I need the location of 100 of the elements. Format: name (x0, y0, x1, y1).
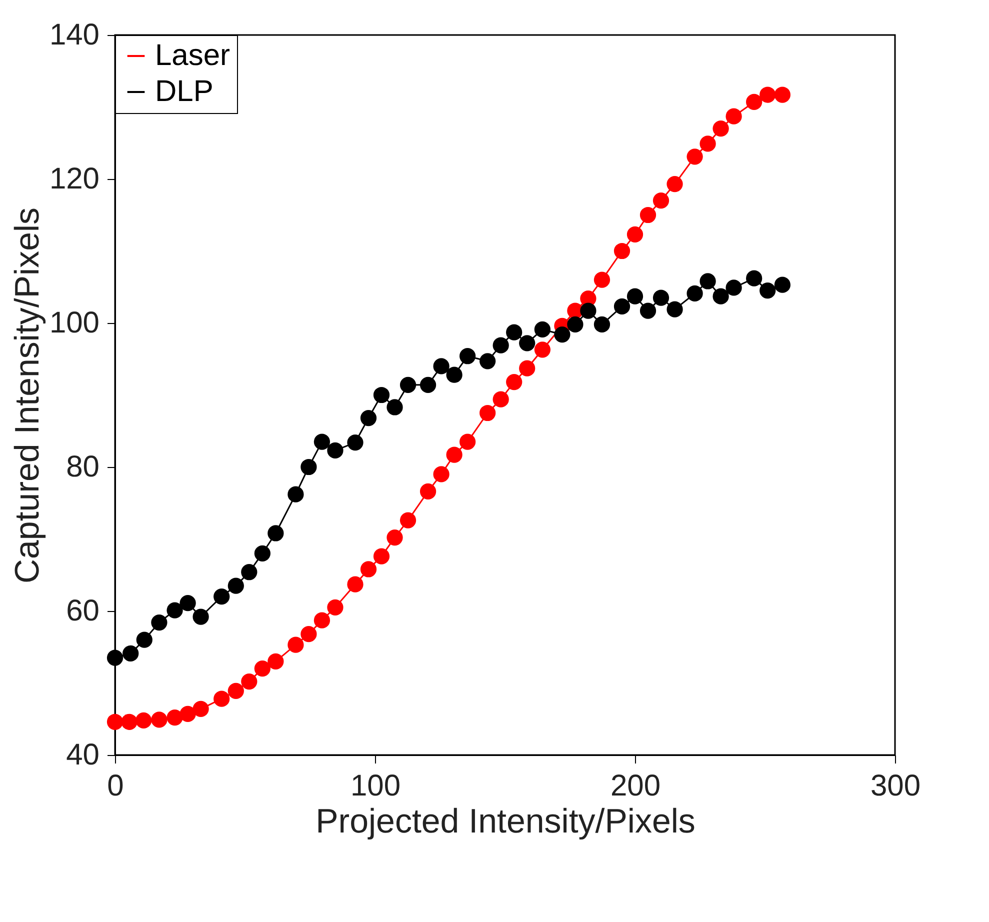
point (136, 712, 152, 728)
point (774, 276, 790, 293)
point (460, 434, 476, 450)
point (774, 86, 790, 103)
point (652, 192, 670, 209)
point (519, 360, 536, 376)
y-axis-title: Captured Intensity/Pixels (8, 207, 46, 584)
point (400, 512, 416, 528)
point (214, 588, 230, 605)
point (288, 486, 304, 502)
point (492, 337, 509, 354)
point (347, 434, 364, 451)
point (327, 599, 344, 616)
point (386, 399, 403, 416)
point (666, 301, 683, 318)
legend-label: DLP (155, 75, 214, 108)
point (726, 280, 742, 296)
point (300, 458, 317, 476)
point (460, 348, 476, 364)
point (626, 288, 644, 304)
point (506, 374, 522, 390)
point (433, 358, 450, 374)
point (746, 270, 762, 286)
point (712, 288, 729, 304)
point (480, 353, 496, 370)
point (288, 636, 304, 653)
y-tick-label: 120 (49, 162, 100, 196)
point (700, 136, 716, 152)
y-tick-label: 140 (49, 18, 100, 52)
point (360, 561, 377, 578)
point (760, 86, 776, 103)
point (228, 682, 244, 699)
point (640, 206, 656, 224)
point (122, 645, 139, 662)
x-tick-label: 0 (107, 770, 124, 802)
x-tick-label: 100 (350, 770, 401, 802)
point (746, 94, 762, 110)
point (254, 660, 270, 677)
point (192, 608, 209, 625)
point (347, 576, 364, 592)
point (106, 650, 124, 666)
point (373, 548, 390, 564)
point (180, 706, 196, 722)
point (506, 324, 522, 340)
legend-label: Laser (155, 39, 230, 72)
point (136, 632, 152, 648)
point (534, 321, 550, 338)
point (327, 442, 344, 458)
point (420, 483, 436, 500)
point (626, 226, 644, 242)
point (554, 326, 570, 343)
point (614, 242, 630, 260)
point (192, 700, 209, 717)
point (400, 376, 416, 393)
y-tick-label: 100 (49, 306, 100, 340)
x-tick-label: 300 (870, 770, 921, 802)
point (166, 602, 183, 618)
point (433, 466, 450, 482)
point (594, 316, 610, 332)
point (640, 302, 656, 319)
point (446, 366, 462, 383)
point (314, 612, 330, 628)
point (241, 674, 258, 690)
point (214, 690, 230, 707)
point (106, 714, 124, 730)
point (254, 545, 270, 562)
point (373, 386, 390, 404)
point (446, 446, 462, 463)
point (480, 404, 496, 422)
point (386, 530, 403, 546)
point (519, 335, 536, 352)
point (666, 176, 683, 192)
x-axis-title: Projected Intensity/Pixels (316, 802, 696, 840)
point (180, 595, 196, 612)
point (314, 434, 330, 450)
point (268, 653, 284, 670)
point (492, 391, 509, 408)
point (420, 376, 436, 393)
point (166, 710, 183, 726)
point (614, 298, 630, 314)
point (151, 614, 168, 631)
point (594, 272, 610, 288)
x-tick-label: 200 (610, 770, 661, 802)
point (760, 282, 776, 299)
point (700, 273, 716, 290)
point (712, 120, 729, 137)
point (300, 626, 317, 642)
point (580, 302, 596, 319)
point (686, 148, 703, 165)
y-tick-label: 80 (66, 450, 100, 484)
point (268, 525, 284, 542)
point (121, 714, 138, 730)
point (652, 290, 670, 306)
point (567, 316, 584, 332)
point (151, 712, 168, 728)
point (726, 108, 742, 124)
point (686, 285, 703, 302)
y-tick-label: 60 (66, 594, 100, 628)
y-tick-label: 40 (66, 738, 100, 772)
point (360, 410, 377, 426)
